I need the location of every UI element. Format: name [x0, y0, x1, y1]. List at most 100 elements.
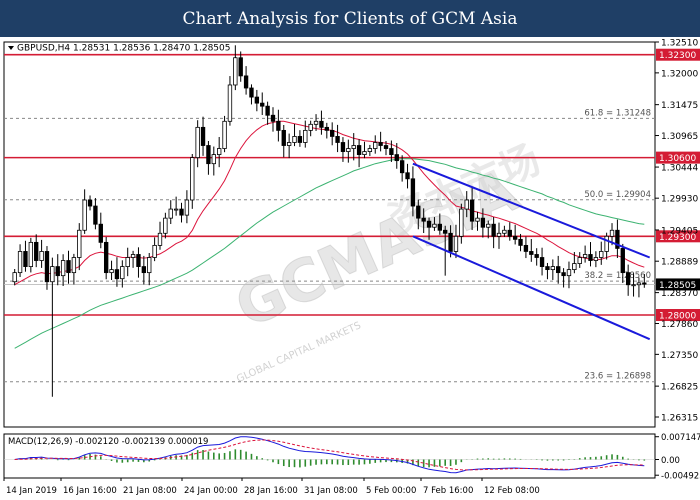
candle: [410, 166, 416, 217]
ma-slow-line: [14, 158, 645, 349]
candle-body: [599, 251, 604, 258]
candle: [421, 208, 426, 234]
y-tick-label: 1.28370: [661, 289, 698, 299]
candle: [238, 51, 243, 82]
candle-body: [620, 248, 625, 274]
candle-body: [98, 223, 103, 243]
candle-body: [486, 223, 491, 228]
candle-body: [319, 120, 324, 128]
candle: [206, 141, 211, 175]
candle-body: [217, 148, 222, 155]
candle-body: [141, 266, 147, 274]
candle-body: [405, 172, 410, 180]
candle-body: [335, 136, 340, 143]
candle-body: [233, 57, 238, 86]
x-tick-label: 16 Jan 16:00: [63, 486, 117, 496]
candle-body: [351, 145, 356, 149]
candle: [77, 223, 82, 271]
candle: [486, 220, 491, 239]
candle: [55, 254, 60, 286]
y-tick-label: 1.29930: [661, 195, 698, 205]
candle-body: [249, 87, 254, 98]
candle: [572, 252, 577, 274]
x-tick-label: 28 Jan 16:00: [244, 486, 298, 496]
candle: [539, 247, 545, 276]
candle: [276, 109, 281, 142]
candle-body: [480, 217, 486, 228]
candle-body: [243, 75, 249, 89]
chart-title: Chart Analysis for Clients of GCM Asia: [182, 8, 518, 29]
candle: [50, 257, 55, 397]
current-price-tag: [656, 278, 700, 291]
candle-body: [459, 208, 464, 237]
candle: [367, 144, 373, 156]
candle-body: [631, 284, 636, 287]
candle-body: [416, 205, 421, 219]
candle-body: [378, 142, 383, 146]
candle: [98, 212, 103, 249]
candle: [416, 199, 421, 230]
candle-body: [588, 254, 593, 261]
candle: [340, 137, 346, 162]
candle-body: [512, 235, 518, 240]
candle-body: [109, 269, 114, 274]
candle-body: [265, 105, 270, 116]
candle: [356, 139, 362, 168]
candle-body: [469, 199, 475, 222]
y-tick-label: 1.28889: [661, 258, 698, 268]
candle-body: [362, 151, 367, 155]
candle: [308, 120, 313, 137]
header-arrow-icon: [8, 46, 14, 50]
x-tick-label: 5 Feb 00:00: [366, 486, 416, 496]
candle: [394, 143, 399, 169]
candle: [130, 250, 136, 268]
candle-body: [152, 244, 157, 258]
candle-body: [534, 254, 539, 258]
candle: [168, 200, 173, 225]
candle: [125, 247, 130, 277]
candle: [550, 259, 556, 280]
candle: [292, 123, 297, 147]
candle: [114, 257, 120, 287]
candle: [152, 237, 157, 262]
candle: [297, 130, 303, 147]
main-plot-frame: [3, 41, 656, 428]
candle: [195, 120, 200, 168]
candle: [313, 114, 319, 131]
candle: [346, 139, 351, 163]
candle: [529, 239, 534, 262]
candle-body: [593, 257, 599, 261]
candle: [335, 124, 340, 153]
symbol-header: GBPUSD,H4 1.28531 1.28536 1.28470 1.2850…: [17, 44, 230, 54]
candle: [469, 187, 475, 231]
y-tick-label: 1.32510: [661, 39, 698, 49]
candle-body: [114, 269, 120, 280]
candle-body: [206, 145, 211, 165]
macd-y-tick-label: 0.00: [661, 456, 680, 466]
candle-body: [292, 136, 297, 143]
candle-body: [66, 260, 71, 274]
candle-body: [518, 238, 523, 246]
candle: [179, 202, 184, 223]
candle-body: [297, 136, 303, 143]
candle: [615, 219, 620, 259]
candle: [373, 135, 378, 154]
y-tick-label: 1.30965: [661, 132, 698, 142]
candle-body: [125, 257, 130, 267]
candle-body: [190, 157, 195, 201]
candle-body: [577, 257, 582, 264]
candle-body: [130, 254, 136, 258]
x-tick-label: 14 Jan 2019: [6, 486, 57, 496]
candle-body: [448, 232, 453, 252]
candle: [405, 163, 410, 189]
candle-body: [50, 266, 55, 283]
candle: [163, 212, 168, 239]
candle-body: [426, 220, 432, 228]
candle-body: [330, 129, 335, 137]
candle-body: [195, 126, 200, 159]
candle-body: [103, 241, 109, 274]
channel-upper-line: [412, 162, 651, 259]
level-label: 1.28000: [659, 312, 696, 322]
candle: [545, 262, 550, 280]
candle-body: [12, 272, 17, 283]
